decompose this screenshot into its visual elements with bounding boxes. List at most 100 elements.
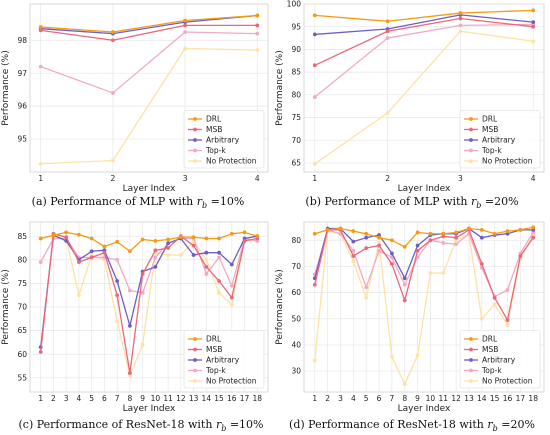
data-point-drl — [415, 230, 420, 235]
legend-marker-msb — [469, 127, 473, 132]
x-tick-label: 10 — [151, 394, 161, 403]
x-tick-label: 4 — [531, 174, 536, 183]
data-point-msb — [492, 295, 497, 300]
y-tick-label: 40 — [291, 341, 301, 350]
x-tick-label: 3 — [183, 174, 188, 183]
legend-label-arbitrary: Arbitrary — [482, 356, 516, 365]
data-point-arbitrary — [204, 250, 209, 255]
x-tick-label: 6 — [377, 394, 382, 403]
series-line-top-k — [40, 31, 258, 94]
data-point-drl — [428, 231, 433, 236]
data-point-drl — [140, 237, 145, 242]
y-tick-label: 65 — [291, 159, 301, 168]
x-tick-label: 2 — [51, 394, 56, 403]
data-point-drl — [64, 230, 69, 235]
data-point-drl — [325, 227, 330, 232]
series-line-no-protection — [40, 235, 258, 377]
data-point-drl — [518, 227, 523, 232]
legend-label-no-protection: No Protection — [206, 377, 257, 386]
series-line-arbitrary — [40, 14, 258, 35]
data-point-drl — [479, 227, 484, 232]
data-point-drl — [77, 232, 81, 237]
data-point-top-k — [204, 272, 209, 276]
data-point-drl — [102, 244, 107, 249]
data-point-arbitrary — [217, 250, 221, 255]
legend-marker-arbitrary — [469, 138, 473, 142]
legend-marker-arbitrary — [193, 358, 197, 362]
data-point-no-protection — [312, 358, 317, 363]
data-point-no-protection — [364, 295, 369, 300]
data-point-arbitrary — [505, 231, 510, 236]
x-tick-label: 15 — [490, 394, 500, 403]
data-point-no-protection — [77, 293, 81, 298]
panel-caption: (c) Performance of ResNet-18 with rb =10… — [19, 418, 264, 433]
data-point-msb — [415, 248, 420, 253]
x-tick-label: 11 — [163, 394, 173, 403]
data-point-arbitrary — [351, 239, 356, 244]
data-point-msb — [217, 279, 221, 283]
data-point-drl — [531, 8, 536, 13]
x-tick-label: 6 — [102, 394, 107, 403]
data-point-top-k — [229, 283, 234, 288]
data-point-no-protection — [454, 238, 459, 243]
legend-label-msb: MSB — [206, 345, 222, 354]
y-tick-label: 80 — [17, 255, 27, 264]
data-point-msb — [153, 248, 158, 253]
data-point-msb — [77, 260, 81, 265]
legend-marker-top-k — [193, 368, 197, 373]
data-point-no-protection — [415, 353, 420, 358]
data-point-msb — [505, 318, 510, 322]
series-line-no-protection — [40, 47, 258, 165]
x-tick-label: 14 — [477, 394, 487, 403]
data-point-no-protection — [255, 48, 260, 53]
data-point-arbitrary — [89, 249, 94, 254]
data-point-no-protection — [38, 161, 43, 166]
data-point-arbitrary — [364, 235, 369, 240]
data-point-no-protection — [351, 259, 356, 264]
legend-label-arbitrary: Arbitrary — [482, 136, 516, 145]
data-point-msb — [364, 246, 369, 251]
y-tick-label: 95 — [291, 22, 301, 31]
data-point-drl — [312, 13, 317, 18]
data-point-arbitrary — [127, 323, 132, 328]
data-point-top-k — [402, 282, 407, 287]
data-point-msb — [111, 38, 115, 43]
data-point-drl — [255, 234, 260, 239]
data-point-arbitrary — [312, 32, 317, 37]
data-point-no-protection — [140, 342, 145, 347]
x-tick-label: 14 — [202, 394, 212, 403]
legend-marker-drl — [469, 117, 473, 121]
legend-label-arbitrary: Arbitrary — [206, 356, 240, 365]
series-line-msb — [314, 17, 534, 66]
x-tick-label: 3 — [338, 394, 343, 403]
series-line-arbitrary — [314, 14, 534, 36]
legend-label-msb: MSB — [206, 125, 222, 134]
data-point-msb — [351, 254, 356, 258]
x-axis-label: Layer Index — [123, 404, 176, 414]
x-tick-label: 2 — [385, 174, 390, 183]
y-tick-label: 80 — [291, 236, 301, 245]
x-tick-label: 12 — [176, 394, 186, 403]
data-point-msb — [454, 235, 459, 240]
x-axis-label: Layer Index — [398, 184, 451, 194]
data-point-msb — [64, 235, 69, 240]
data-point-msb — [204, 264, 209, 269]
legend-label-no-protection: No Protection — [206, 157, 257, 166]
legend-marker-msb — [193, 347, 197, 352]
data-point-top-k — [454, 242, 459, 247]
y-tick-label: 90 — [291, 45, 301, 54]
y-tick-label: 98 — [17, 36, 27, 45]
legend-box — [183, 110, 265, 169]
data-point-drl — [38, 25, 43, 29]
panel-caption: (b) Performance of MLP with rb =20% — [305, 195, 518, 210]
data-point-drl — [153, 238, 158, 243]
data-point-drl — [166, 237, 171, 242]
data-point-no-protection — [115, 319, 120, 324]
y-tick-label: 50 — [291, 314, 301, 323]
series-line-arbitrary — [314, 227, 534, 279]
data-point-no-protection — [428, 271, 433, 275]
data-point-drl — [441, 231, 446, 236]
data-point-no-protection — [229, 302, 234, 307]
data-point-drl — [385, 19, 390, 24]
